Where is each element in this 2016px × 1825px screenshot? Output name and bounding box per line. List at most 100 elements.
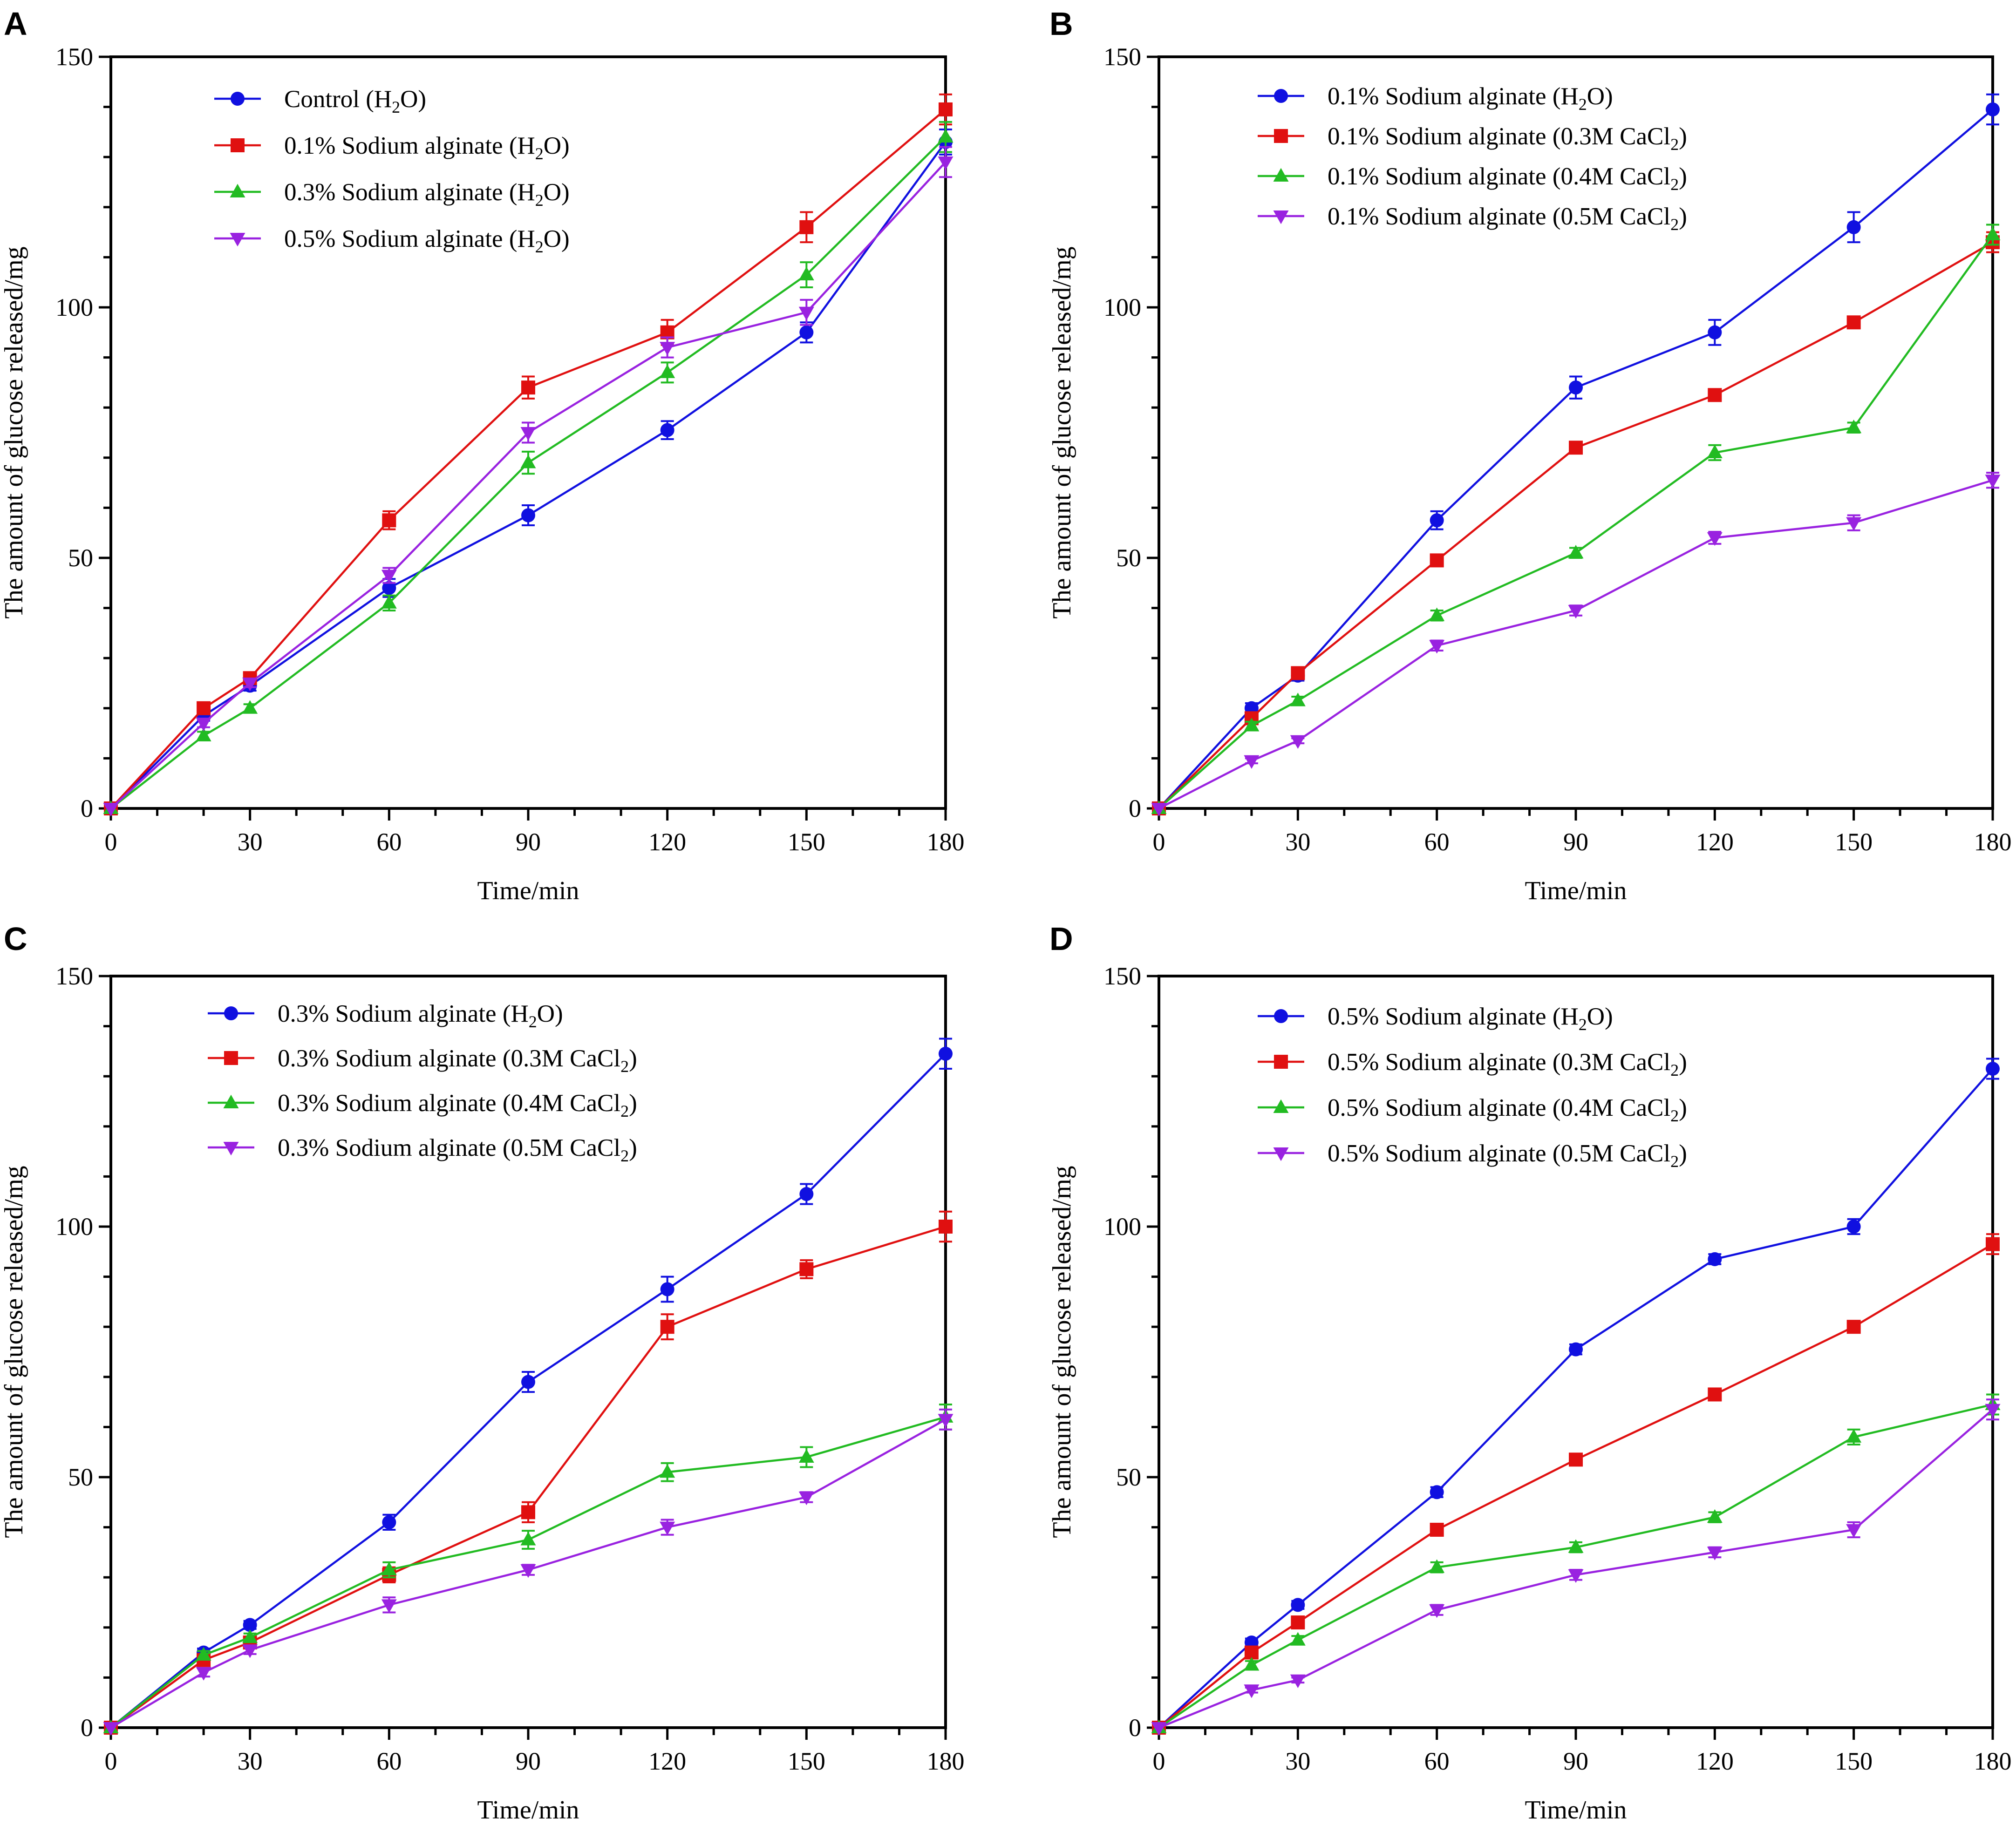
data-point [1986, 102, 2000, 116]
data-point [1568, 1569, 1584, 1583]
series-line [1158, 241, 1994, 809]
series-line [1158, 1243, 1994, 1729]
legend-marker [1274, 89, 1288, 103]
data-point [1708, 1387, 1722, 1402]
legend-entry: 0.1% Sodium alginate (H2O) [214, 132, 570, 163]
y-axis-title: The amount of glucose released/mg [0, 246, 28, 618]
y-tick-label: 100 [55, 293, 93, 321]
y-axis-title: The amount of glucose released/mg [0, 1166, 28, 1538]
legend-label-subscript: 2 [1670, 175, 1679, 194]
data-point [1291, 666, 1305, 680]
y-tick-label: 100 [1103, 1213, 1141, 1241]
y-tick-label: 150 [1103, 962, 1141, 990]
legend-label: 0.1% Sodium alginate (H2O) [1328, 83, 1613, 114]
data-point [798, 306, 814, 321]
data-point [1846, 315, 1861, 330]
legend-label-subscript: 2 [535, 144, 544, 163]
y-axis-title: The amount of glucose released/mg [1048, 1166, 1076, 1538]
x-tick-label: 120 [1696, 828, 1734, 856]
data-point [938, 129, 954, 143]
series-1 [1152, 1058, 2000, 1735]
series-line [1158, 479, 1993, 810]
data-point [242, 678, 258, 692]
legend-entry: 0.1% Sodium alginate (0.3M CaCl2) [1258, 123, 1687, 154]
series-2 [104, 1210, 953, 1735]
legend-label-main: Control (H [284, 86, 392, 113]
series-line [1158, 1068, 1994, 1729]
legend-label-tail: ) [629, 1134, 637, 1161]
data-point [799, 1187, 814, 1201]
series-line [110, 109, 947, 809]
data-point [1151, 803, 1167, 817]
x-tick-label: 30 [238, 828, 263, 856]
data-point [1290, 1632, 1306, 1646]
legend-label-main: 0.3% Sodium alginate (0.3M CaCl [278, 1045, 620, 1072]
x-tick-label: 0 [105, 1747, 117, 1775]
x-tick-label: 180 [1974, 828, 2012, 856]
data-point [520, 1564, 536, 1578]
legend-label: 0.5% Sodium alginate (H2O) [1328, 1003, 1613, 1034]
legend-label-subscript: 2 [1579, 95, 1587, 114]
legend-marker [1274, 1055, 1288, 1069]
data-point [196, 1647, 211, 1661]
data-point [103, 803, 119, 817]
legend-label-tail: O) [1587, 83, 1613, 110]
data-point [1569, 441, 1583, 455]
data-point [1846, 419, 1862, 434]
x-tick-label: 0 [1153, 828, 1165, 856]
legend-label: 0.5% Sodium alginate (0.3M CaCl2) [1328, 1049, 1687, 1079]
legend-label-main: 0.1% Sodium alginate (0.5M CaCl [1328, 203, 1670, 230]
y-tick-label: 0 [81, 794, 93, 822]
legend-label: 0.5% Sodium alginate (0.4M CaCl2) [1328, 1094, 1687, 1125]
data-point [381, 595, 397, 609]
x-tick-label: 180 [1974, 1747, 2012, 1775]
legend-label-tail: O) [544, 132, 570, 159]
legend-label-subscript: 2 [1670, 1061, 1679, 1079]
data-point [939, 1220, 953, 1234]
legend-label-main: 0.5% Sodium alginate (0.4M CaCl [1328, 1094, 1670, 1121]
legend-label-main: 0.5% Sodium alginate (0.5M CaCl [1328, 1140, 1670, 1167]
data-point [1290, 735, 1306, 749]
data-point [1846, 1429, 1862, 1443]
data-point [1568, 1539, 1584, 1553]
legend-entry: 0.3% Sodium alginate (H2O) [208, 1000, 563, 1031]
series-line [110, 1416, 946, 1729]
series-3 [1151, 1393, 2001, 1733]
data-point [1569, 380, 1583, 395]
data-point [196, 727, 211, 741]
legend-label: 0.3% Sodium alginate (H2O) [278, 1000, 563, 1031]
x-axis-title: Time/min [477, 876, 579, 905]
data-point [1430, 1522, 1444, 1537]
data-point [1291, 1615, 1305, 1630]
series-4 [103, 146, 954, 817]
y-tick-label: 0 [1129, 794, 1141, 822]
y-tick-label: 50 [1116, 544, 1141, 572]
x-axis-title: Time/min [477, 1796, 579, 1825]
legend-marker [223, 1094, 239, 1108]
data-point [197, 701, 211, 715]
legend-label-tail: O) [400, 86, 426, 113]
series-4 [1151, 472, 2001, 817]
legend-label-main: 0.5% Sodium alginate (H [1328, 1003, 1579, 1030]
legend-label-tail: O) [537, 1000, 563, 1027]
chart-panel-c: C 0 30 60 90 120 150 180 0 50 100 150 Time/min The am… [0, 921, 965, 1825]
legend-label-main: 0.3% Sodium alginate (0.4M CaCl [278, 1090, 620, 1117]
data-point [242, 1644, 258, 1658]
legend-label-subscript: 2 [1670, 135, 1679, 154]
legend-label-main: 0.1% Sodium alginate (0.3M CaCl [1328, 123, 1670, 150]
data-point [660, 1320, 674, 1334]
data-point [242, 700, 258, 714]
data-point [1151, 1722, 1167, 1736]
legend-label-tail: ) [1679, 163, 1687, 190]
data-point [1985, 226, 2001, 240]
panel-letter: C [4, 921, 27, 957]
y-tick-label: 150 [55, 43, 93, 71]
y-axis-title: The amount of glucose released/mg [1048, 246, 1076, 618]
legend-label-tail: ) [1679, 1049, 1687, 1076]
data-point [1708, 388, 1722, 402]
data-point [1429, 1559, 1445, 1573]
data-point [196, 1667, 211, 1681]
legend-label: 0.1% Sodium alginate (0.5M CaCl2) [1328, 203, 1687, 234]
y-tick-label: 50 [68, 544, 93, 572]
legend-label-main: 0.3% Sodium alginate (H [278, 1000, 529, 1027]
